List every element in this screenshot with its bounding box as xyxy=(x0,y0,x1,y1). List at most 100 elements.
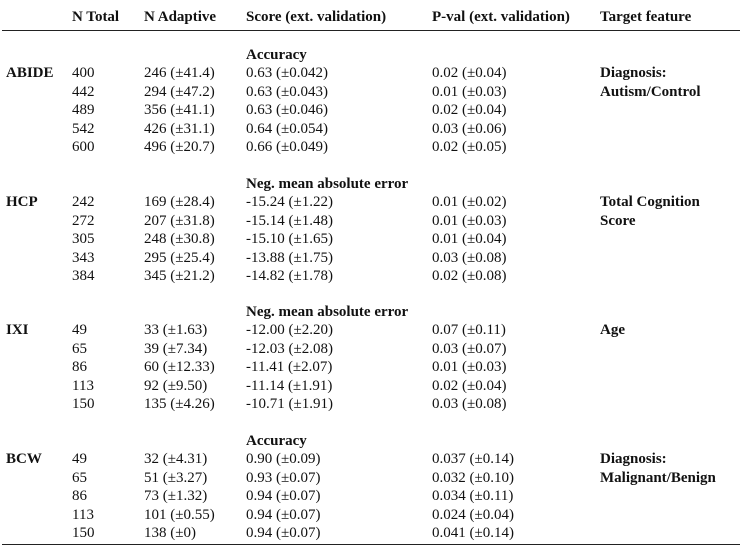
n-total-cell: 400 xyxy=(72,65,95,82)
score-cell: 0.63 (±0.043) xyxy=(246,83,328,100)
n-total-cell: 305 xyxy=(72,231,95,248)
pval-cell: 0.03 (±0.06) xyxy=(432,120,507,137)
score-cell: -11.41 (±2.07) xyxy=(246,359,333,376)
target-feature-line: Total Cognition xyxy=(600,194,700,211)
pval-cell: 0.03 (±0.08) xyxy=(432,396,507,412)
header-score: Score (ext. validation) xyxy=(246,9,387,25)
n-adaptive-cell: 135 (±4.26) xyxy=(144,396,215,412)
n-adaptive-cell: 356 (±41.1) xyxy=(144,102,215,119)
score-cell: -15.24 (±1.22) xyxy=(246,194,333,211)
score-cell: 0.63 (±0.042) xyxy=(246,65,328,82)
score-cell: 0.64 (±0.054) xyxy=(246,120,328,137)
pval-cell: 0.01 (±0.03) xyxy=(432,83,507,100)
n-total-cell: 150 xyxy=(72,525,95,541)
n-total-cell: 65 xyxy=(72,340,87,357)
score-cell: -10.71 (±1.91) xyxy=(246,396,333,412)
score-cell: 0.90 (±0.09) xyxy=(246,451,321,468)
pval-cell: 0.037 (±0.14) xyxy=(432,451,514,468)
n-total-cell: 86 xyxy=(72,359,87,376)
pval-cell: 0.03 (±0.07) xyxy=(432,340,507,357)
n-total-cell: 343 xyxy=(72,249,95,266)
target-feature-line: Malignant/Benign xyxy=(600,469,716,486)
pval-cell: 0.01 (±0.04) xyxy=(432,231,507,248)
pval-cell: 0.07 (±0.11) xyxy=(432,322,506,339)
score-cell: 0.66 (±0.049) xyxy=(246,139,328,155)
n-adaptive-cell: 426 (±31.1) xyxy=(144,120,215,137)
pval-cell: 0.03 (±0.08) xyxy=(432,249,507,266)
n-adaptive-cell: 246 (±41.4) xyxy=(144,65,215,82)
score-cell: -13.88 (±1.75) xyxy=(246,249,333,266)
target-feature-line: Diagnosis: xyxy=(600,451,667,468)
n-total-cell: 86 xyxy=(72,488,87,505)
pval-cell: 0.02 (±0.04) xyxy=(432,65,507,82)
n-adaptive-cell: 207 (±31.8) xyxy=(144,212,215,229)
n-total-cell: 489 xyxy=(72,102,95,119)
score-cell: -14.82 (±1.78) xyxy=(246,268,333,284)
pval-cell: 0.024 (±0.04) xyxy=(432,506,514,523)
n-adaptive-cell: 248 (±30.8) xyxy=(144,231,215,248)
header-n-adaptive: N Adaptive xyxy=(144,9,217,25)
header-pval: P-val (ext. validation) xyxy=(432,9,570,25)
score-cell: 0.94 (±0.07) xyxy=(246,506,321,523)
header-n-total: N Total xyxy=(72,9,120,25)
score-cell: -12.00 (±2.20) xyxy=(246,322,333,339)
dataset-label: BCW xyxy=(6,451,42,468)
pval-cell: 0.034 (±0.11) xyxy=(432,488,514,505)
score-cell: 0.93 (±0.07) xyxy=(246,469,321,486)
n-adaptive-cell: 101 (±0.55) xyxy=(144,506,215,523)
n-adaptive-cell: 73 (±1.32) xyxy=(144,488,208,505)
n-adaptive-cell: 60 (±12.33) xyxy=(144,359,215,376)
n-adaptive-cell: 345 (±21.2) xyxy=(144,268,215,284)
n-total-cell: 600 xyxy=(72,139,95,155)
pval-cell: 0.02 (±0.04) xyxy=(432,102,507,119)
pval-cell: 0.02 (±0.05) xyxy=(432,139,507,155)
dataset-label: ABIDE xyxy=(6,65,54,82)
target-feature-line: Diagnosis: xyxy=(600,65,667,82)
header-target: Target feature xyxy=(600,9,692,25)
n-total-cell: 49 xyxy=(72,322,87,339)
pval-cell: 0.02 (±0.08) xyxy=(432,268,507,284)
n-adaptive-cell: 294 (±47.2) xyxy=(144,83,215,100)
top-rule xyxy=(2,30,740,31)
n-adaptive-cell: 295 (±25.4) xyxy=(144,249,215,266)
target-feature-line: Age xyxy=(600,322,625,339)
score-cell: 0.63 (±0.046) xyxy=(246,102,328,119)
n-total-cell: 242 xyxy=(72,194,95,211)
n-adaptive-cell: 32 (±4.31) xyxy=(144,451,208,468)
pval-cell: 0.01 (±0.02) xyxy=(432,194,507,211)
pval-cell: 0.041 (±0.14) xyxy=(432,525,514,541)
score-cell: 0.94 (±0.07) xyxy=(246,488,321,505)
target-feature-line: Autism/Control xyxy=(600,83,701,100)
n-total-cell: 272 xyxy=(72,212,95,229)
score-cell: -11.14 (±1.91) xyxy=(246,377,333,394)
n-total-cell: 113 xyxy=(72,377,94,394)
n-total-cell: 384 xyxy=(72,268,95,284)
score-cell: -15.14 (±1.48) xyxy=(246,212,333,229)
score-cell: -15.10 (±1.65) xyxy=(246,231,333,248)
n-adaptive-cell: 33 (±1.63) xyxy=(144,322,208,339)
bottom-rule xyxy=(2,544,740,545)
n-adaptive-cell: 169 (±28.4) xyxy=(144,194,215,211)
n-total-cell: 150 xyxy=(72,396,95,412)
pval-cell: 0.032 (±0.10) xyxy=(432,469,514,486)
n-adaptive-cell: 51 (±3.27) xyxy=(144,469,208,486)
dataset-label: IXI xyxy=(6,322,29,339)
dataset-label: HCP xyxy=(6,194,38,211)
pval-cell: 0.01 (±0.03) xyxy=(432,359,507,376)
pval-cell: 0.02 (±0.04) xyxy=(432,377,507,394)
n-adaptive-cell: 496 (±20.7) xyxy=(144,139,215,155)
n-adaptive-cell: 92 (±9.50) xyxy=(144,377,208,394)
score-cell: -12.03 (±2.08) xyxy=(246,340,333,357)
score-cell: 0.94 (±0.07) xyxy=(246,525,321,541)
target-feature-line: Score xyxy=(600,212,636,229)
pval-cell: 0.01 (±0.03) xyxy=(432,212,507,229)
n-total-cell: 442 xyxy=(72,83,95,100)
n-total-cell: 49 xyxy=(72,451,87,468)
metric-label: Neg. mean absolute error xyxy=(246,304,409,320)
n-total-cell: 542 xyxy=(72,120,95,137)
n-adaptive-cell: 39 (±7.34) xyxy=(144,340,208,357)
metric-label: Neg. mean absolute error xyxy=(246,176,409,192)
n-total-cell: 113 xyxy=(72,506,94,523)
n-adaptive-cell: 138 (±0) xyxy=(144,525,196,541)
